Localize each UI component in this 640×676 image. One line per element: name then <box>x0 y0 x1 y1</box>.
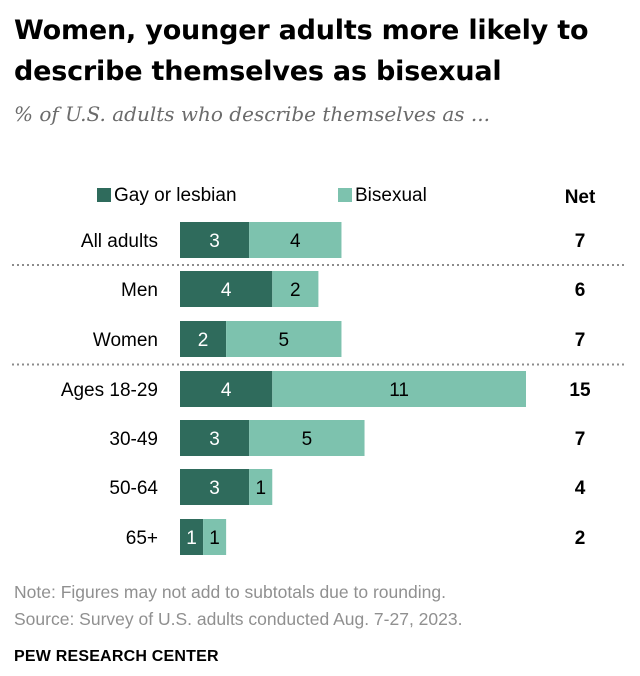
brand-label: PEW RESEARCH CENTER <box>14 648 219 665</box>
net-value: 7 <box>575 429 586 450</box>
data-label-bisexual: 5 <box>279 330 290 351</box>
stacked-bar-chart: Gay or lesbian Bisexual Net All adults 3 4 7 Me… <box>12 185 626 555</box>
bar-bisexual <box>272 371 526 407</box>
data-label-bisexual: 1 <box>255 478 266 499</box>
bar-gay-lesbian <box>180 371 273 407</box>
note-text: Note: Figures may not add to subtotals d… <box>14 582 446 602</box>
data-label-gay-lesbian: 4 <box>221 280 232 301</box>
bar-gay-lesbian <box>180 321 227 357</box>
net-value: 7 <box>575 231 586 252</box>
data-label-gay-lesbian: 4 <box>221 380 232 401</box>
data-label-gay-lesbian: 3 <box>209 429 220 450</box>
category-label: Women <box>93 330 158 351</box>
legend-label-bisexual: Bisexual <box>355 185 427 206</box>
net-value: 7 <box>575 330 586 351</box>
bar-bisexual <box>249 469 273 505</box>
bar-gay-lesbian <box>180 222 250 258</box>
legend-swatch-bisexual <box>338 188 352 202</box>
net-value: 2 <box>575 528 586 549</box>
bar-gay-lesbian <box>180 469 250 505</box>
data-label-gay-lesbian: 2 <box>198 330 209 351</box>
data-label-bisexual: 11 <box>389 380 409 401</box>
data-label-bisexual: 1 <box>209 528 220 549</box>
legend-label-gay: Gay or lesbian <box>114 185 237 206</box>
bar-bisexual <box>203 519 227 555</box>
chart-subtitle: % of U.S. adults who describe themselves… <box>14 102 490 126</box>
legend-swatch-gay <box>97 188 111 202</box>
bar-bisexual <box>226 321 342 357</box>
bar-bisexual <box>249 222 342 258</box>
bar-bisexual <box>272 271 319 307</box>
category-label: 30-49 <box>109 429 158 450</box>
category-label: All adults <box>81 231 158 252</box>
net-value: 15 <box>569 380 591 401</box>
bar-gay-lesbian <box>180 420 250 456</box>
data-label-gay-lesbian: 1 <box>186 528 197 549</box>
bar-gay-lesbian <box>180 271 273 307</box>
net-column-header: Net <box>565 187 596 208</box>
data-label-bisexual: 5 <box>302 429 313 450</box>
data-label-bisexual: 2 <box>290 280 301 301</box>
net-value: 4 <box>575 478 586 499</box>
category-label: 65+ <box>126 528 158 549</box>
net-value: 6 <box>575 280 586 301</box>
bar-bisexual <box>249 420 365 456</box>
category-label: Men <box>121 280 158 301</box>
data-label-gay-lesbian: 3 <box>209 478 220 499</box>
data-label-gay-lesbian: 3 <box>209 231 220 252</box>
bar-gay-lesbian <box>180 519 204 555</box>
chart-title: Women, younger adults more likely to des… <box>14 15 589 87</box>
category-label: Ages 18-29 <box>61 380 158 401</box>
category-label: 50-64 <box>109 478 158 499</box>
data-label-bisexual: 4 <box>290 231 301 252</box>
source-text: Source: Survey of U.S. adults conducted … <box>14 609 463 629</box>
